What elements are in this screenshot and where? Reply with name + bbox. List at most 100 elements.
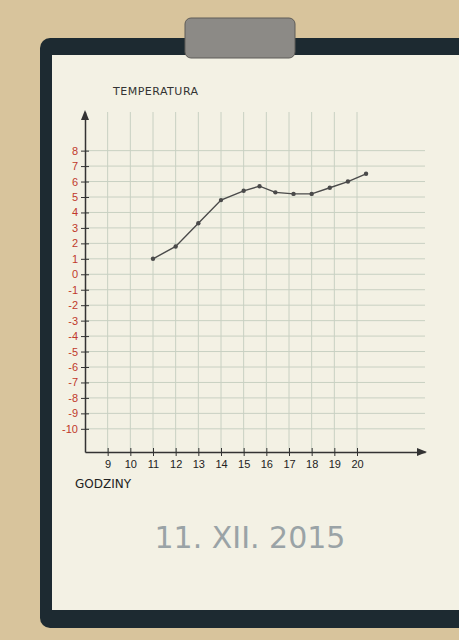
grid-line-x xyxy=(289,112,290,452)
x-tick-label: 14 xyxy=(215,458,227,470)
grid-line-y xyxy=(85,181,425,182)
y-tick-mark xyxy=(81,228,89,229)
x-tick: 10 xyxy=(125,448,137,470)
x-tick-mark xyxy=(266,448,267,456)
grid-line-y xyxy=(85,397,425,398)
x-tick: 20 xyxy=(351,448,363,470)
temperature-point xyxy=(291,192,295,196)
y-tick-mark xyxy=(81,305,89,306)
x-tick: 15 xyxy=(238,448,250,470)
x-tick-label: 16 xyxy=(261,458,273,470)
y-tick-mark xyxy=(81,182,89,183)
chart-svg: -10-9-8-7-6-5-4-3-2-10123456789101112131… xyxy=(0,0,459,640)
temperature-line xyxy=(153,174,366,259)
x-tick-mark xyxy=(357,448,358,456)
y-tick-mark xyxy=(81,367,89,368)
x-tick-mark xyxy=(244,448,245,456)
y-tick-mark xyxy=(81,352,89,353)
grid-line-x xyxy=(175,112,176,452)
y-tick: -9 xyxy=(68,407,89,419)
temperature-point xyxy=(257,184,261,188)
grid-line-y xyxy=(85,212,425,213)
y-tick: -6 xyxy=(68,361,89,373)
x-tick-mark xyxy=(312,448,313,456)
y-tick-label: 4 xyxy=(72,206,78,218)
temperature-point xyxy=(219,198,223,202)
y-tick-label: 6 xyxy=(72,176,78,188)
y-tick-label: -5 xyxy=(68,346,78,358)
y-tick: 4 xyxy=(72,206,89,218)
x-tick: 11 xyxy=(148,448,159,470)
grid-line-x xyxy=(107,112,108,452)
y-tick: 0 xyxy=(72,268,89,280)
x-tick-mark xyxy=(176,448,177,456)
y-tick: 5 xyxy=(72,191,89,203)
y-tick-label: -3 xyxy=(68,315,78,327)
y-tick-mark xyxy=(81,382,89,383)
temperature-point xyxy=(328,186,332,190)
y-tick-mark xyxy=(81,151,89,152)
y-tick-mark xyxy=(81,321,89,322)
x-tick: 13 xyxy=(193,448,205,470)
paper xyxy=(52,55,459,610)
grid-line-y xyxy=(85,428,425,429)
grid-line-y xyxy=(85,320,425,321)
x-tick-label: 15 xyxy=(238,458,250,470)
grid-line-y xyxy=(85,197,425,198)
y-tick-label: -6 xyxy=(68,361,78,373)
grid-line-x xyxy=(198,112,199,452)
y-axis-title: TEMPERATURA xyxy=(112,85,199,98)
grid-line-x xyxy=(130,112,131,452)
x-tick-mark xyxy=(108,448,109,456)
x-arrow xyxy=(417,448,427,456)
grid-line-x xyxy=(357,112,358,452)
y-tick: -10 xyxy=(62,423,89,435)
y-tick-mark xyxy=(81,166,89,167)
y-tick-mark xyxy=(81,290,89,291)
x-tick-label: 13 xyxy=(193,458,205,470)
grid-line-y xyxy=(85,243,425,244)
clip xyxy=(185,18,295,58)
x-tick-mark xyxy=(221,448,222,456)
y-tick-mark xyxy=(81,413,89,414)
y-tick: -2 xyxy=(68,299,89,311)
y-tick: -4 xyxy=(68,330,89,342)
temperature-point xyxy=(173,244,177,248)
grid-line-y xyxy=(85,150,425,151)
y-tick-label: -1 xyxy=(68,284,78,296)
y-tick-mark xyxy=(81,336,89,337)
grid-line-y xyxy=(85,382,425,383)
x-tick: 19 xyxy=(329,448,341,470)
y-tick-label: 2 xyxy=(72,237,78,249)
grid xyxy=(85,112,425,452)
grid-line-y xyxy=(85,166,425,167)
y-axis-line xyxy=(85,113,87,453)
grid-line-y xyxy=(85,227,425,228)
clipboard xyxy=(40,38,459,628)
y-tick: 8 xyxy=(72,145,89,157)
y-tick-label: -10 xyxy=(62,423,78,435)
y-tick-label: -9 xyxy=(68,407,78,419)
grid-line-y xyxy=(85,336,425,337)
y-tick-mark xyxy=(81,429,89,430)
plot-area xyxy=(151,172,368,261)
x-tick: 17 xyxy=(283,448,295,470)
y-tick-label: -2 xyxy=(68,299,78,311)
x-axis: 91011121314151617181920 xyxy=(86,448,426,470)
grid-line-y xyxy=(85,413,425,414)
y-tick-mark xyxy=(81,259,89,260)
x-axis-line xyxy=(86,452,426,454)
x-tick-label: 9 xyxy=(105,458,111,470)
y-axis: -10-9-8-7-6-5-4-3-2-1012345678 xyxy=(62,113,89,453)
y-tick-label: 1 xyxy=(72,253,78,265)
y-tick: 2 xyxy=(72,237,89,249)
x-tick: 18 xyxy=(306,448,318,470)
x-axis-title: GODZINY xyxy=(75,477,132,491)
y-tick-mark xyxy=(81,212,89,213)
y-tick: 3 xyxy=(72,222,89,234)
grid-line-x xyxy=(311,112,312,452)
grid-line-x xyxy=(243,112,244,452)
y-tick: -5 xyxy=(68,346,89,358)
grid-line-x xyxy=(221,112,222,452)
y-tick: -7 xyxy=(68,376,89,388)
